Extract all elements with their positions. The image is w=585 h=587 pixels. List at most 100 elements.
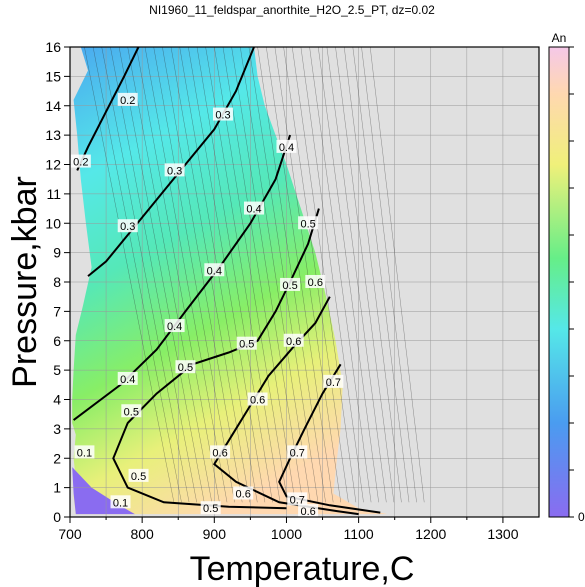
low-an-patch xyxy=(72,467,135,515)
contour-label: 0.3 xyxy=(215,110,230,122)
minor-contour-line xyxy=(92,47,182,503)
y-tick-label: 10 xyxy=(45,215,61,231)
y-tick-label: 9 xyxy=(53,245,61,261)
contour-label-bg xyxy=(243,201,264,215)
minor-contour-line xyxy=(188,47,266,503)
contour-label: 0.5 xyxy=(178,362,193,374)
colorbar-ticks xyxy=(569,46,574,518)
contour-label: 0.6 xyxy=(212,447,227,459)
contour-label-bg xyxy=(283,333,304,347)
colorbar xyxy=(548,46,570,518)
x-tick-label: 700 xyxy=(58,526,82,542)
minor-contour-line xyxy=(335,47,395,503)
contour-line-0-7 xyxy=(278,363,381,514)
contour-label-bg xyxy=(117,219,138,233)
minor-contour-line xyxy=(318,47,379,503)
minor-contour-line xyxy=(101,47,190,503)
contour-label: 0.7 xyxy=(290,447,305,459)
minor-contour-line xyxy=(257,47,326,503)
minor-contour-line xyxy=(136,47,220,503)
minor-contour-line xyxy=(110,47,197,503)
contour-label: 0.7 xyxy=(290,494,305,506)
contour-label-bg xyxy=(276,139,297,153)
minor-contour-line xyxy=(352,47,410,503)
contour-label: 0.5 xyxy=(131,471,146,483)
y-tick-label: 14 xyxy=(45,98,61,114)
contour-label-bg xyxy=(117,371,138,385)
contour-label-bg xyxy=(70,154,91,168)
y-tick-label: 2 xyxy=(53,450,61,466)
minor-contour-line xyxy=(274,47,341,503)
contour-label-bg xyxy=(287,492,308,506)
y-tick-label: 12 xyxy=(45,157,61,173)
contour-label-bg xyxy=(210,445,231,459)
y-tick-label: 3 xyxy=(53,421,61,437)
contour-label: 0.6 xyxy=(300,506,315,518)
minor-contour-line xyxy=(153,47,235,503)
minor-contour-line xyxy=(370,47,425,503)
contour-label: 0.6 xyxy=(286,336,301,348)
minor-contour-line xyxy=(231,47,303,503)
contour-label-bg xyxy=(204,263,225,277)
contour-label-bg xyxy=(200,501,221,515)
contour-line-0-3 xyxy=(87,47,255,277)
contour-label: 0.6 xyxy=(250,395,265,407)
contour-label-bg xyxy=(117,92,138,106)
contour-label-bg xyxy=(298,504,319,518)
minor-contour-line xyxy=(300,47,364,503)
x-tick-label: 800 xyxy=(130,526,154,542)
y-tick-label: 8 xyxy=(53,274,61,290)
minor-contour-line xyxy=(214,47,288,503)
contour-label: 0.2 xyxy=(73,157,88,169)
x-axis-ticks: 700 800 900 1000 1100 1200 1300 xyxy=(58,517,519,542)
contour-label: 0.6 xyxy=(236,489,251,501)
colorbar-label: An xyxy=(552,31,567,45)
x-tick-label: 1000 xyxy=(271,526,302,542)
minor-contour-line xyxy=(240,47,311,503)
contour-label: 0.4 xyxy=(167,321,182,333)
contour-label: 0.5 xyxy=(203,503,218,515)
contour-label-bg xyxy=(164,319,185,333)
contour-label-bg xyxy=(298,216,319,230)
contour-label: 0.6 xyxy=(308,277,323,289)
contour-label: 0.4 xyxy=(279,142,294,154)
contour-label: 0.2 xyxy=(120,95,135,107)
minor-contour-line xyxy=(344,47,402,503)
contour-label-bg xyxy=(175,360,196,374)
minor-contour-line xyxy=(292,47,357,503)
y-tick-label: 6 xyxy=(53,333,61,349)
contour-label: 0.5 xyxy=(124,406,139,418)
contour-label-bg xyxy=(280,277,301,291)
x-axis-label: Temperature,C xyxy=(190,550,415,587)
x-tick-label: 900 xyxy=(203,526,227,542)
contour-label-bg xyxy=(74,445,95,459)
y-tick-label: 4 xyxy=(53,392,61,408)
stability-field xyxy=(72,47,388,515)
y-axis-label: Pressure,kbar xyxy=(6,176,44,388)
minor-contour-line xyxy=(162,47,243,503)
minor-contour-line xyxy=(127,47,212,503)
x-tick-label: 1300 xyxy=(487,526,518,542)
y-tick-label: 11 xyxy=(46,186,61,202)
colorbar-min-label: 0 xyxy=(578,510,585,524)
y-tick-label: 15 xyxy=(45,68,61,84)
minor-contours xyxy=(84,47,425,503)
contour-label-bg xyxy=(323,374,344,388)
y-tick-label: 0 xyxy=(53,509,61,525)
minor-contour-line xyxy=(144,47,228,503)
contour-label: 0.5 xyxy=(239,339,254,351)
contour-label: 0.4 xyxy=(120,374,135,386)
minor-contour-line xyxy=(118,47,205,503)
contour-label: 0.3 xyxy=(167,165,182,177)
contour-label-bg xyxy=(128,468,149,482)
contour-label: 0.1 xyxy=(77,447,92,459)
contour-label: 0.4 xyxy=(246,204,261,216)
contour-label: 0.4 xyxy=(207,265,222,277)
contour-label-bg xyxy=(212,107,233,121)
contour-label-bg xyxy=(164,163,185,177)
contour-label: 0.3 xyxy=(120,221,135,233)
minor-contour-line xyxy=(309,47,372,503)
minor-contour-line xyxy=(222,47,296,503)
contour-label-bg xyxy=(305,275,326,288)
